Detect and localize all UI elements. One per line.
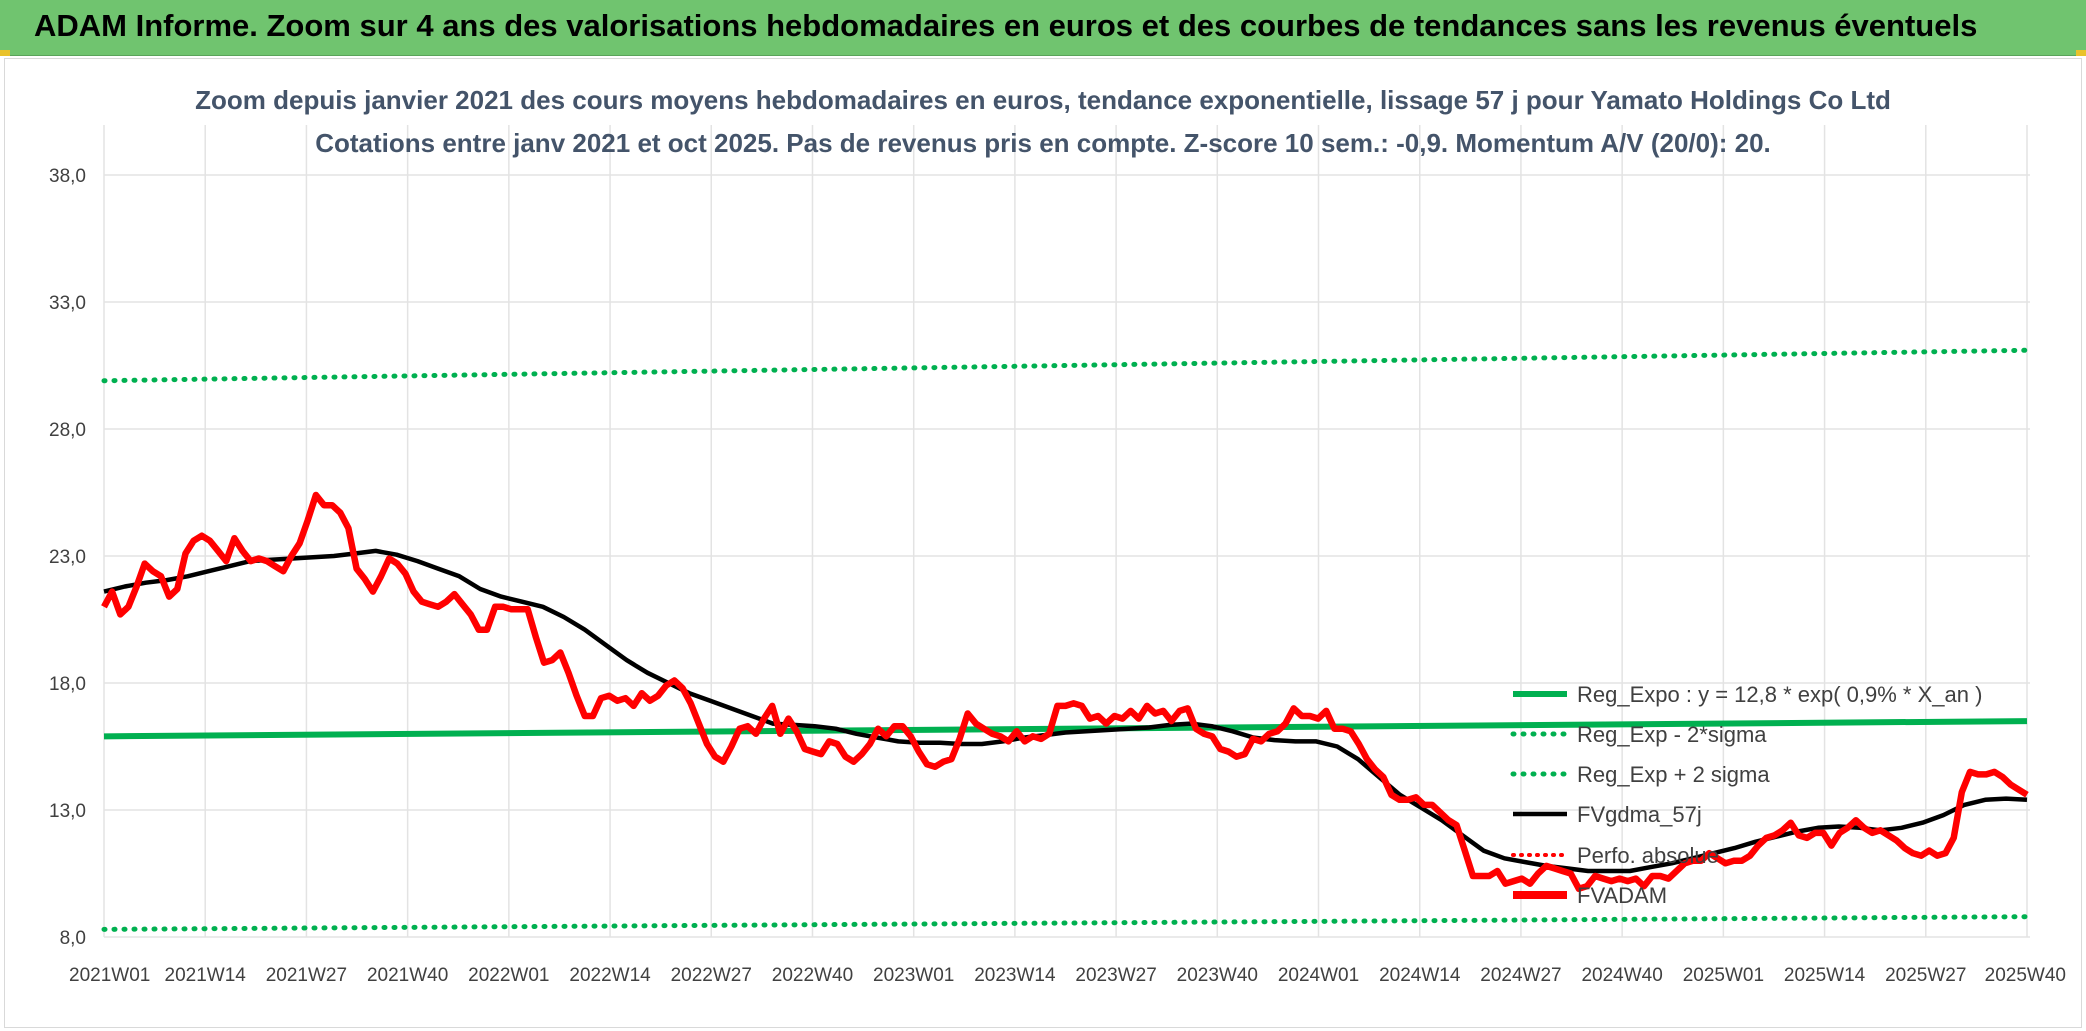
reg-expo-line bbox=[103, 718, 2028, 740]
reg-exp-minus-2sigma-line bbox=[101, 914, 2030, 932]
x-tick-label: 2024W14 bbox=[1379, 965, 1461, 986]
y-tick-label: 38,0 bbox=[49, 166, 86, 187]
legend-label: Reg_Exp - 2*sigma bbox=[1577, 722, 1767, 747]
x-tick-label: 2021W01 bbox=[69, 965, 150, 986]
y-tick-label: 8,0 bbox=[60, 928, 86, 949]
legend-label: FVADAM bbox=[1577, 883, 1667, 908]
report-title: ADAM Informe. Zoom sur 4 ans des valoris… bbox=[34, 8, 1978, 43]
x-tick-label: 2021W14 bbox=[165, 965, 247, 986]
x-tick-label: 2025W40 bbox=[1985, 965, 2066, 986]
x-tick-label: 2021W40 bbox=[367, 965, 448, 986]
chart-legend: Reg_Expo : y = 12,8 * exp( 0,9% * X_an )… bbox=[1510, 682, 1982, 908]
y-tick-label: 18,0 bbox=[49, 674, 86, 695]
legend-label: Reg_Exp + 2 sigma bbox=[1577, 762, 1770, 787]
x-tick-label: 2024W27 bbox=[1480, 965, 1561, 986]
fvgdma-57j-line bbox=[103, 548, 2028, 874]
x-axis: 2021W01 2021W14 2021W27 2021W40 2022W01 2022W… bbox=[69, 965, 2066, 986]
chart-subtitle: Cotations entre janv 2021 et oct 2025. P… bbox=[315, 128, 1771, 158]
chart-grid bbox=[103, 125, 2030, 938]
reg-exp-plus-2sigma-line bbox=[101, 347, 2030, 384]
x-tick-label: 2021W27 bbox=[266, 965, 347, 986]
y-tick-label: 33,0 bbox=[49, 293, 86, 314]
fvadam-line bbox=[101, 491, 2029, 892]
x-tick-label: 2025W27 bbox=[1885, 965, 1966, 986]
x-tick-label: 2023W40 bbox=[1177, 965, 1258, 986]
y-tick-label: 28,0 bbox=[49, 420, 86, 441]
legend-label: Perfo. absolue bbox=[1577, 843, 1719, 868]
legend-label: FVgdma_57j bbox=[1577, 802, 1702, 827]
x-tick-label: 2022W27 bbox=[671, 965, 752, 986]
x-tick-label: 2025W14 bbox=[1784, 965, 1866, 986]
x-tick-label: 2022W01 bbox=[468, 965, 549, 986]
y-axis: 8,0 13,0 18,0 23,0 28,0 33,0 38,0 bbox=[49, 166, 86, 949]
report-banner: ADAM Informe. Zoom sur 4 ans des valoris… bbox=[0, 0, 2086, 56]
legend-label: Reg_Expo : y = 12,8 * exp( 0,9% * X_an ) bbox=[1577, 682, 1982, 707]
x-tick-label: 2024W01 bbox=[1278, 965, 1359, 986]
x-tick-label: 2022W40 bbox=[772, 965, 853, 986]
series-layer bbox=[101, 347, 2030, 932]
x-tick-label: 2023W14 bbox=[974, 965, 1056, 986]
y-tick-label: 23,0 bbox=[49, 547, 86, 568]
x-tick-label: 2024W40 bbox=[1581, 965, 1662, 986]
x-tick-label: 2023W27 bbox=[1075, 965, 1156, 986]
chart-title: Zoom depuis janvier 2021 des cours moyen… bbox=[195, 85, 1891, 115]
y-tick-label: 13,0 bbox=[49, 801, 86, 822]
x-tick-label: 2025W01 bbox=[1683, 965, 1764, 986]
x-tick-label: 2022W14 bbox=[569, 965, 651, 986]
x-tick-label: 2023W01 bbox=[873, 965, 954, 986]
banner-corner-left bbox=[0, 50, 10, 56]
banner-corner-right bbox=[2076, 50, 2086, 56]
